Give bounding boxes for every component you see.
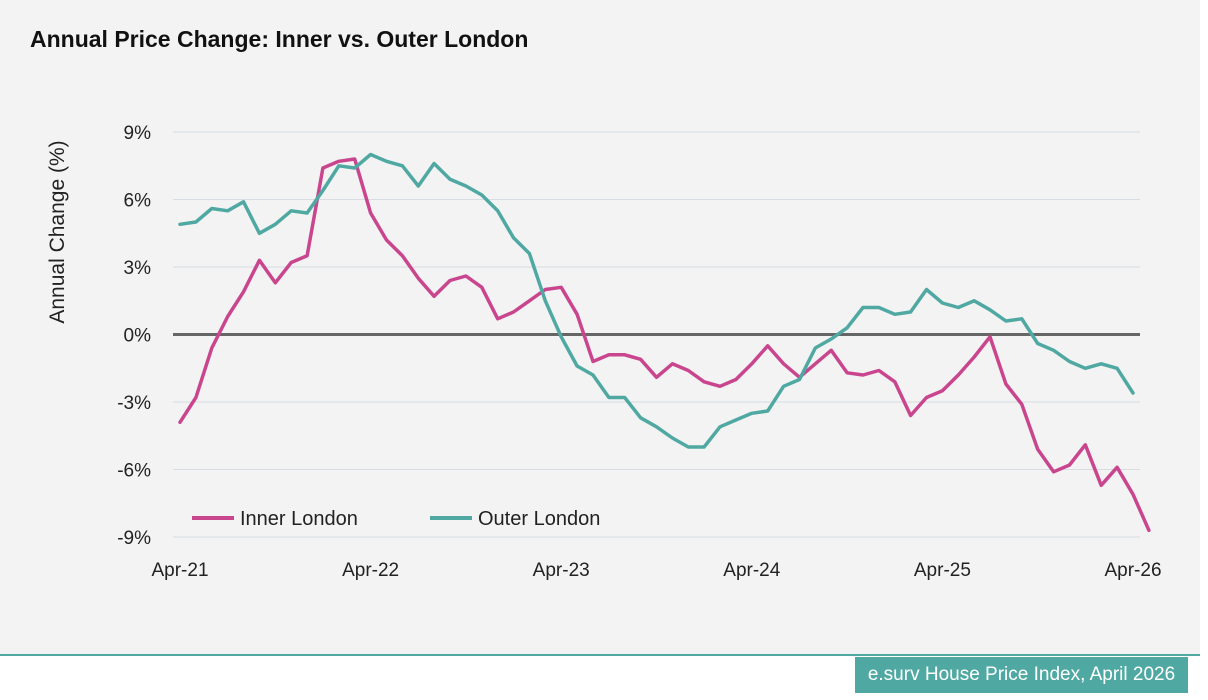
legend-inner-london-label: Inner London [240,508,358,530]
y-tick-label: 0% [124,326,152,347]
chart-panel: Annual Price Change: Inner vs. Outer Lon… [0,0,1200,654]
x-tick-label: Apr-25 [914,560,971,581]
y-tick-label: -9% [117,528,151,549]
x-tick-label: Apr-26 [1104,560,1161,581]
source-text: e.surv House Price Index, April 2026 [867,664,1176,685]
source-badge: e.surv House Price Index, April 2026 [855,657,1188,693]
y-tick-labels: 9% 6% 3% 0% -3% -6% -9% [117,123,151,549]
x-tick-label: Apr-22 [342,560,399,581]
chart-title: Annual Price Change: Inner vs. Outer Lon… [30,26,529,52]
legend: Inner London Outer London [192,508,600,530]
line-chart: 9%6%3%0%-3%-6%-9% Apr-21 Apr-22 Apr-23 Apr-… [46,123,1162,581]
series-lines [178,152,1151,533]
inner-london-line [178,157,1151,533]
x-tick-label: Apr-24 [723,560,780,581]
footer-rule [0,654,1200,656]
y-tick-label: -6% [117,461,151,482]
x-tick-labels: Apr-21 Apr-22 Apr-23 Apr-24 Apr-25 Apr-26 [151,560,1161,581]
x-tick-label: Apr-23 [533,560,590,581]
grid-lines [173,131,1140,538]
x-tick-label: Apr-21 [151,560,208,581]
y-tick-label: -3% [117,393,151,414]
outer-london-line [178,152,1135,449]
y-axis-label: Annual Change (%) [46,140,69,323]
y-tick-label: 9% [124,123,152,144]
y-tick-label: 6% [124,191,152,212]
legend-outer-london-label: Outer London [478,508,600,530]
y-tick-label: 3% [124,258,152,279]
